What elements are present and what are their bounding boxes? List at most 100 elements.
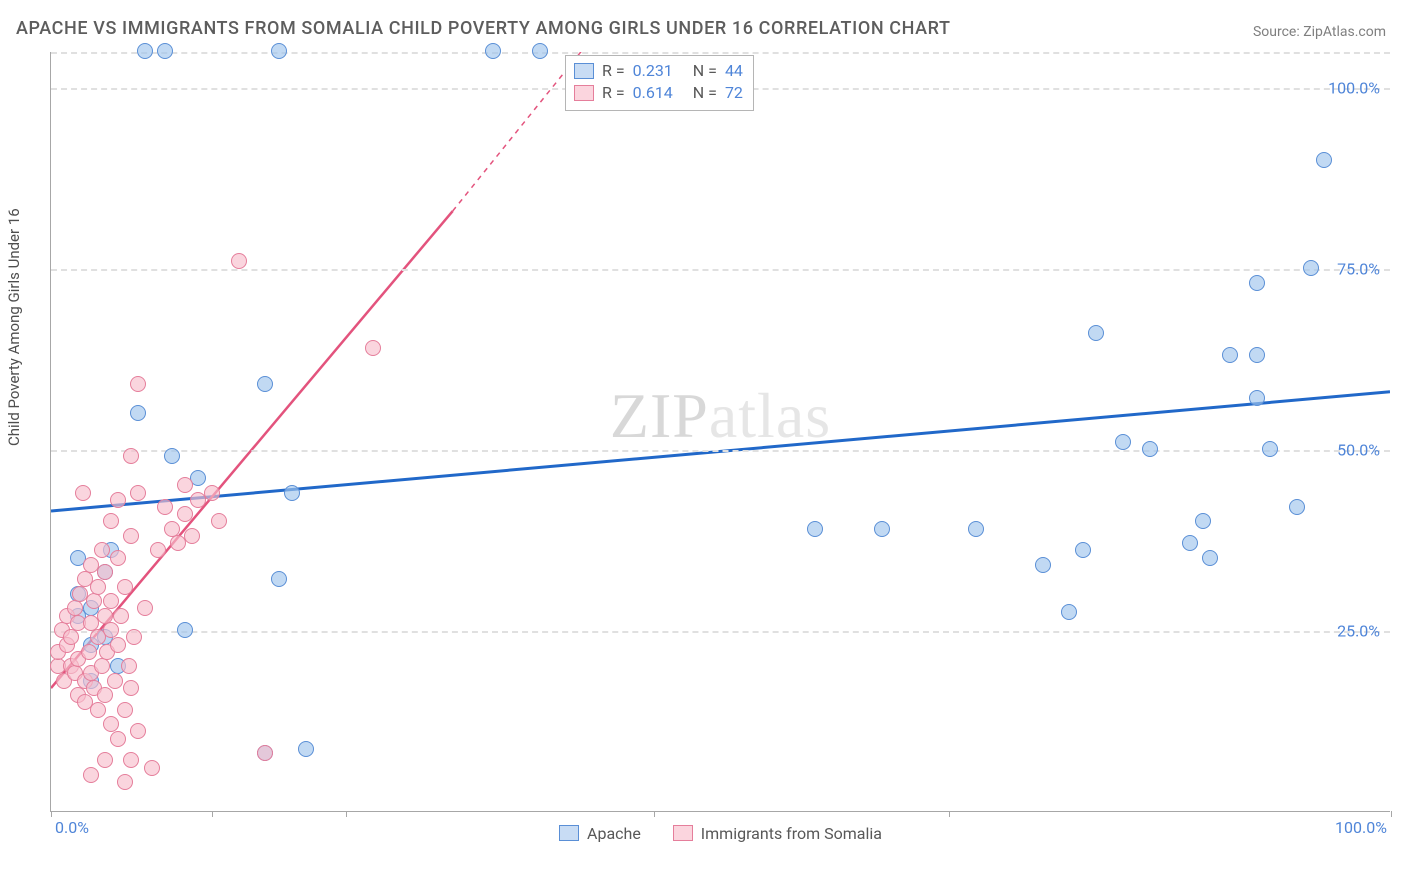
data-point: [1035, 557, 1051, 573]
legend-item-apache: Apache: [559, 824, 641, 843]
watermark-part-2: atlas: [709, 380, 831, 451]
data-point: [1115, 434, 1131, 450]
data-point: [83, 767, 99, 783]
data-point: [1142, 441, 1158, 457]
data-point: [365, 340, 381, 356]
data-point: [150, 542, 166, 558]
data-point: [157, 43, 173, 59]
stats-row-apache: R = 0.231 N = 44: [574, 60, 743, 82]
x-tick-label: 100.0%: [1335, 818, 1387, 837]
stats-swatch-blue: [574, 63, 594, 79]
data-point: [110, 492, 126, 508]
stats-swatch-pink: [574, 85, 594, 101]
data-point: [231, 253, 247, 269]
data-point: [117, 774, 133, 790]
data-point: [123, 448, 139, 464]
legend-swatch-pink: [673, 825, 693, 841]
data-point: [184, 528, 200, 544]
source-prefix: Source:: [1253, 24, 1303, 40]
data-point: [103, 593, 119, 609]
data-point: [211, 513, 227, 529]
data-point: [177, 622, 193, 638]
data-point: [1202, 550, 1218, 566]
data-point: [110, 731, 126, 747]
chart-title: APACHE VS IMMIGRANTS FROM SOMALIA CHILD …: [16, 18, 951, 39]
gridline: [51, 450, 1390, 452]
data-point: [1075, 542, 1091, 558]
data-point: [75, 485, 91, 501]
data-point: [90, 579, 106, 595]
data-point: [271, 571, 287, 587]
x-tick: [346, 811, 347, 817]
y-tick-label: 100.0%: [1328, 79, 1380, 98]
data-point: [1316, 152, 1332, 168]
x-tick: [212, 811, 213, 817]
data-point: [130, 485, 146, 501]
data-point: [130, 723, 146, 739]
data-point: [157, 499, 173, 515]
watermark-part-1: ZIP: [610, 380, 709, 451]
data-point: [110, 637, 126, 653]
data-point: [1303, 260, 1319, 276]
data-point: [94, 542, 110, 558]
data-point: [130, 376, 146, 392]
x-tick-label: 0.0%: [55, 818, 89, 837]
legend-label-apache: Apache: [587, 824, 641, 843]
stats-row-somalia: R = 0.614 N = 72: [574, 82, 743, 104]
data-point: [807, 521, 823, 537]
data-point: [257, 376, 273, 392]
data-point: [177, 477, 193, 493]
data-point: [1195, 513, 1211, 529]
data-point: [1289, 499, 1305, 515]
y-tick-label: 75.0%: [1337, 260, 1380, 279]
data-point: [1262, 441, 1278, 457]
data-point: [97, 687, 113, 703]
chart-container: APACHE VS IMMIGRANTS FROM SOMALIA CHILD …: [0, 0, 1406, 892]
x-tick: [949, 811, 950, 817]
data-point: [121, 658, 137, 674]
data-point: [117, 702, 133, 718]
data-point: [164, 448, 180, 464]
data-point: [110, 550, 126, 566]
data-point: [123, 528, 139, 544]
gridline: [51, 631, 1390, 633]
apache-r-value: 0.231: [633, 60, 673, 82]
somalia-n-value: 72: [725, 82, 743, 104]
data-point: [107, 673, 123, 689]
source-attribution: Source: ZipAtlas.com: [1253, 24, 1386, 40]
r-label-2: R =: [602, 82, 625, 104]
data-point: [97, 752, 113, 768]
data-point: [177, 506, 193, 522]
watermark: ZIPatlas: [610, 379, 831, 453]
data-point: [1061, 604, 1077, 620]
data-point: [67, 600, 83, 616]
data-point: [284, 485, 300, 501]
trend-lines: [51, 52, 1390, 811]
legend-swatch-blue: [559, 825, 579, 841]
n-label-2: N =: [693, 82, 717, 104]
data-point: [81, 644, 97, 660]
source-link[interactable]: ZipAtlas.com: [1303, 24, 1386, 40]
y-axis-label: Child Poverty Among Girls Under 16: [5, 208, 23, 446]
data-point: [130, 405, 146, 421]
data-point: [86, 593, 102, 609]
data-point: [97, 564, 113, 580]
data-point: [117, 579, 133, 595]
data-point: [113, 608, 129, 624]
x-tick: [51, 811, 52, 817]
data-point: [271, 43, 287, 59]
correlation-stats-box: R = 0.231 N = 44 R = 0.614 N = 72: [565, 55, 754, 111]
data-point: [204, 485, 220, 501]
data-point: [485, 43, 501, 59]
data-point: [257, 745, 273, 761]
series-legend: Apache Immigrants from Somalia: [51, 824, 1390, 846]
data-point: [1088, 325, 1104, 341]
x-tick: [654, 811, 655, 817]
data-point: [532, 43, 548, 59]
r-label: R =: [602, 60, 625, 82]
y-tick-label: 25.0%: [1337, 622, 1380, 641]
x-tick: [1391, 811, 1392, 817]
somalia-r-value: 0.614: [633, 82, 673, 104]
data-point: [1249, 275, 1265, 291]
data-point: [123, 752, 139, 768]
